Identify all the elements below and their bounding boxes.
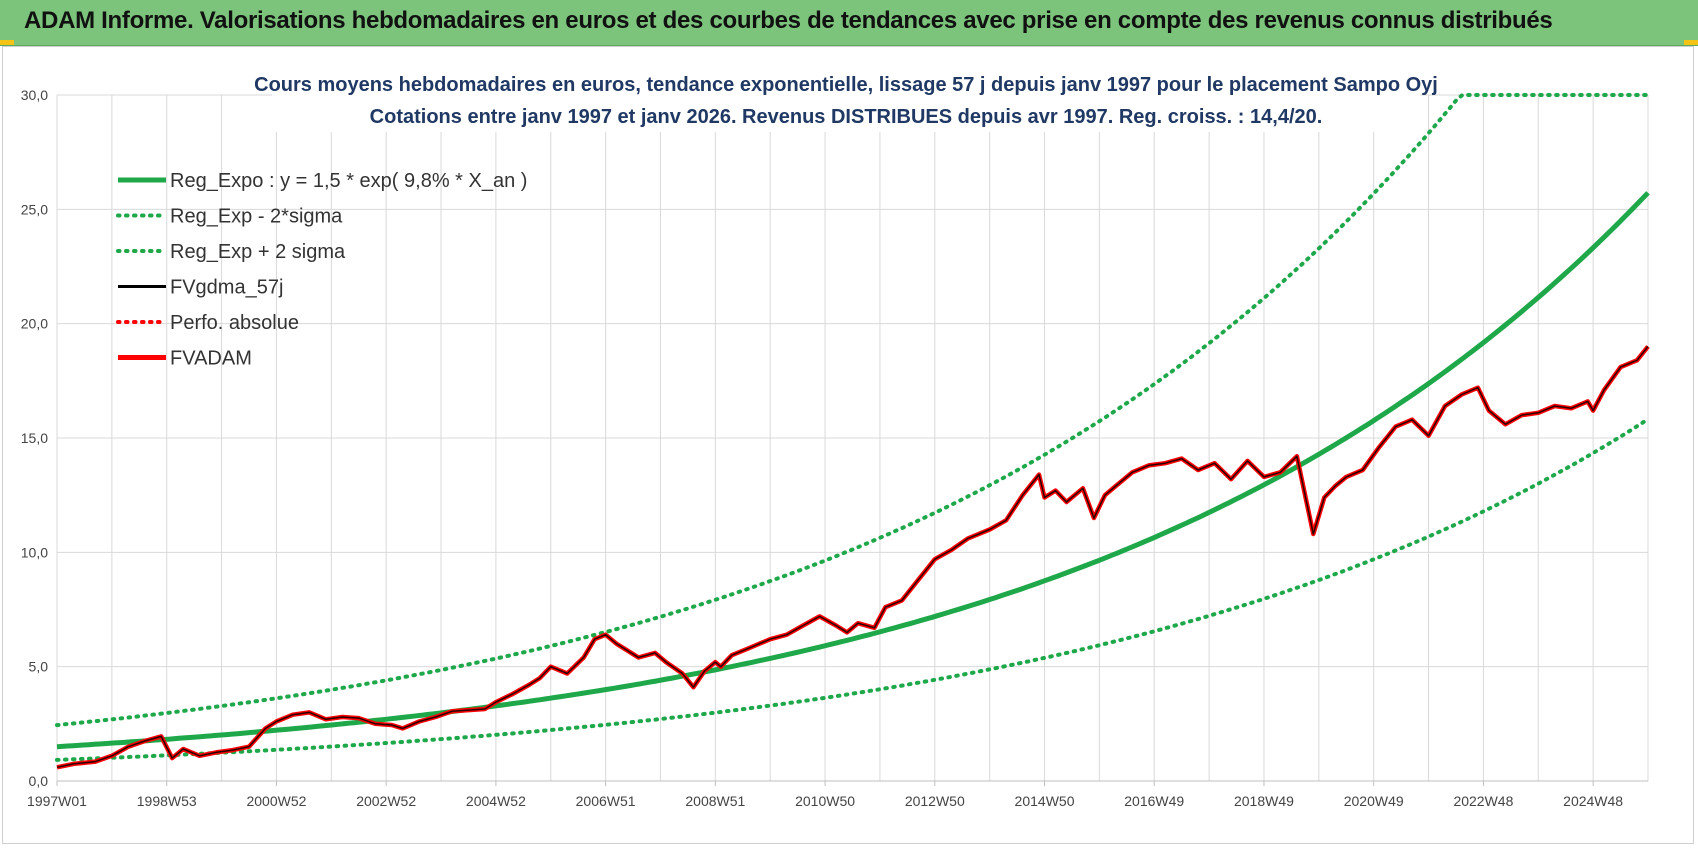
corner-marker-right (1684, 40, 1698, 45)
series-layer (55, 93, 1650, 770)
y-tick-label: 5,0 (29, 659, 49, 675)
reg-exp-plus-2sigma-line (55, 93, 1650, 728)
header-title: ADAM Informe. Valorisations hebdomadaire… (24, 7, 1553, 34)
fvadam-line (56, 345, 1650, 770)
y-tick-label: 10,0 (21, 544, 48, 560)
x-tick-label: 2022W48 (1453, 793, 1513, 809)
title-background (272, 68, 1420, 132)
x-tick-label: 2020W49 (1344, 793, 1404, 809)
x-axis: 1997W01 1998W53 2000W52 2002W52 2004W52 2006W… (27, 781, 1623, 809)
legend-label: FVgdma_57j (170, 277, 283, 299)
x-tick-label: 1997W01 (27, 793, 87, 809)
x-tick-label: 2006W51 (576, 793, 636, 809)
chart-frame (2, 46, 1694, 844)
x-tick-label: 2000W52 (246, 793, 306, 809)
legend-label: Reg_Exp - 2*sigma (170, 206, 343, 228)
legend-label: Reg_Expo : y = 1,5 * exp( 9,8% * X_an ) (170, 170, 527, 192)
legend-label: Reg_Exp + 2 sigma (170, 241, 346, 263)
x-tick-label: 2004W52 (466, 793, 526, 809)
y-tick-label: 0,0 (29, 773, 49, 789)
legend-label: FVADAM (170, 348, 252, 370)
x-tick-label: 2018W49 (1234, 793, 1294, 809)
fvgdma-57j-line (56, 346, 1649, 769)
y-axis: 0,0 5,0 10,0 15,0 20,0 25,0 30,0 (21, 87, 48, 789)
x-tick-label: 1998W53 (137, 793, 197, 809)
x-tick-label: 2024W48 (1563, 793, 1623, 809)
y-tick-label: 30,0 (21, 87, 48, 103)
x-tick-label: 2016W49 (1124, 793, 1184, 809)
reg-expo-line (56, 191, 1650, 750)
x-tick-label: 2008W51 (685, 793, 745, 809)
corner-marker-left (0, 40, 14, 45)
chart-subtitle: Cotations entre janv 1997 et janv 2026. … (370, 106, 1323, 128)
legend-label: Perfo. absolue (170, 312, 299, 334)
x-tick-label: 2002W52 (356, 793, 416, 809)
y-tick-label: 20,0 (21, 316, 48, 332)
x-tick-label: 2014W50 (1015, 793, 1075, 809)
header-banner: ADAM Informe. Valorisations hebdomadaire… (0, 0, 1698, 46)
grid (56, 94, 1649, 782)
y-tick-label: 15,0 (21, 430, 48, 446)
reg-exp-minus-2sigma-line (55, 417, 1650, 762)
chart-title: Cours moyens hebdomadaires en euros, ten… (254, 74, 1438, 96)
x-tick-label: 2012W50 (905, 793, 965, 809)
x-tick-label: 2010W50 (795, 793, 855, 809)
y-tick-label: 25,0 (21, 201, 48, 217)
legend: Reg_Expo : y = 1,5 * exp( 9,8% * X_an ) R… (116, 170, 527, 370)
